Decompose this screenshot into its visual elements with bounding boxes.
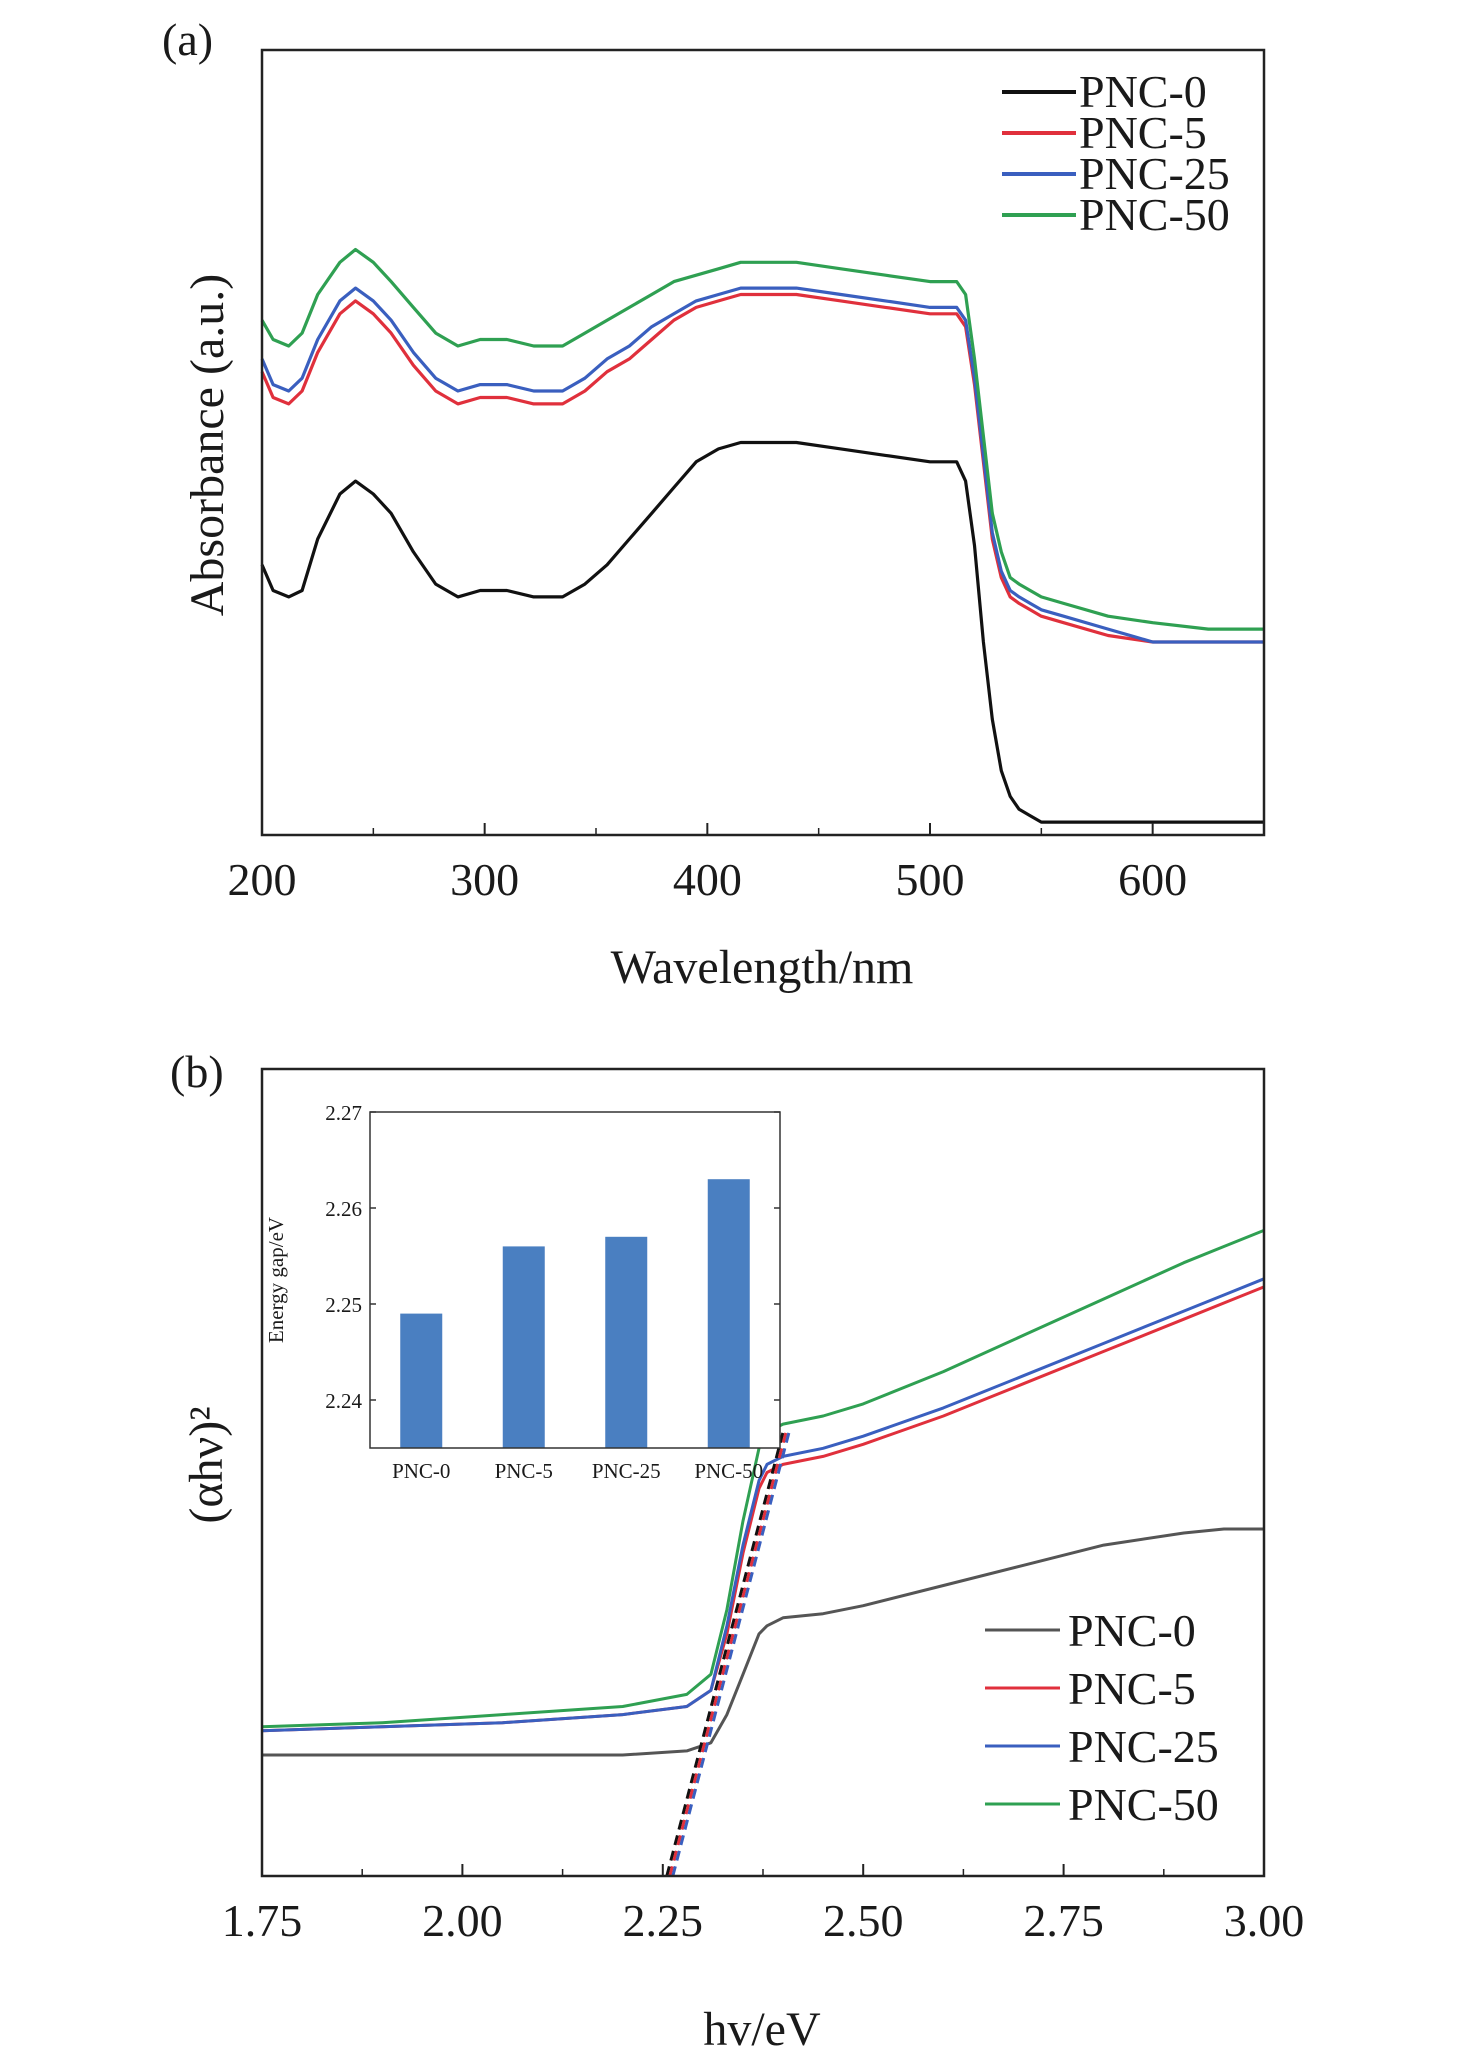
inset-y-tick-label: 2.24	[325, 1389, 362, 1413]
panel-a-series-line-pnc-0	[260, 440, 1264, 824]
panel-b-legend-label: PNC-25	[1068, 1721, 1219, 1772]
panel-a-label: (a)	[162, 14, 213, 65]
inset-x-tick-label: PNC-25	[592, 1459, 661, 1483]
panel-a-x-axis-title: Wavelength/nm	[611, 941, 914, 994]
panel-b-x-tick-label: 2.75	[1023, 1895, 1104, 1946]
panel-b-fit-line	[668, 1431, 788, 1877]
panel-b-label: (b)	[170, 1046, 224, 1097]
panel-b-x-axis-title: hv/eV	[703, 2003, 821, 2056]
panel-b-fit-line	[671, 1431, 791, 1877]
inset-y-tick-label: 2.27	[325, 1101, 362, 1125]
panel-b-x-tick-label: 2.00	[422, 1895, 503, 1946]
panel-a-chart: (a) 200 300 400 500 600 Wavelength/nm Absorb…	[162, 14, 1266, 994]
panel-b-legend-label: PNC-50	[1068, 1779, 1219, 1830]
inset-x-tick-label: PNC-50	[694, 1459, 763, 1483]
inset-y-ticks: 2.24 2.25 2.26 2.27	[325, 1101, 780, 1413]
panel-a-series-line-pnc-5	[260, 292, 1264, 644]
inset-bar-pnc-25	[605, 1236, 648, 1448]
panel-a-plot-area	[260, 247, 1264, 824]
panel-a-x-tick-label: 600	[1118, 854, 1187, 905]
panel-a-legend-label: PNC-25	[1079, 148, 1230, 199]
inset-bar-pnc-50	[707, 1179, 750, 1448]
panel-b-chart: (b) 1.75 2.00 2.25 2.50 2.75 3.00 hv/eV (αhν)…	[170, 1046, 1304, 2056]
panel-a-frame	[260, 48, 1266, 837]
panel-a-series-line-pnc-25	[260, 286, 1264, 644]
panel-b-x-tick-label: 3.00	[1224, 1895, 1305, 1946]
inset-bar-chart: 2.242.252.262.27 PNC-0 PNC-5 PNC-25 PNC-50 …	[264, 1101, 781, 1483]
panel-a-legend-label: PNC-0	[1079, 66, 1207, 117]
inset-y-tick-label: 2.26	[325, 1197, 362, 1221]
panel-b-legend-label: PNC-0	[1068, 1605, 1196, 1656]
inset-x-ticks: PNC-0 PNC-5 PNC-25 PNC-50	[392, 1459, 763, 1483]
inset-bars	[400, 1179, 750, 1448]
panel-a-x-tick-label: 500	[896, 854, 965, 905]
panel-b-x-tick-label: 2.25	[623, 1895, 704, 1946]
panel-b-series-line-pnc-0	[262, 1527, 1264, 1757]
panel-b-legend: PNC-0 PNC-5 PNC-25 PNC-50	[985, 1605, 1219, 1830]
panel-b-x-tick-label: 1.75	[222, 1895, 303, 1946]
panel-b-x-tick-label: 2.50	[823, 1895, 904, 1946]
inset-x-tick-label: PNC-0	[392, 1459, 450, 1483]
panel-a-x-tick-label: 200	[228, 854, 297, 905]
inset-frame	[369, 1111, 781, 1449]
panel-b-x-ticks: 1.75 2.00 2.25 2.50 2.75 3.00	[222, 1864, 1305, 1946]
panel-a-y-axis-title: Absorbance (a.u.)	[181, 274, 234, 617]
panel-a-x-ticks: 200 300 400 500 600	[228, 823, 1187, 905]
panel-b-fit-line	[665, 1431, 785, 1877]
inset-bar-pnc-5	[502, 1246, 545, 1448]
inset-y-tick-label: 2.25	[325, 1293, 362, 1317]
panel-a-x-tick-label: 400	[673, 854, 742, 905]
inset-x-tick-label: PNC-5	[495, 1459, 553, 1483]
panel-a-legend-label: PNC-50	[1079, 189, 1230, 240]
panel-a-series-line-pnc-50	[260, 247, 1264, 631]
panel-a-legend-label: PNC-5	[1079, 107, 1207, 158]
panel-b-y-axis-title: (αhν)²	[180, 1406, 233, 1523]
inset-y-axis-title: Energy gap/eV	[264, 1217, 288, 1343]
panel-b-legend-label: PNC-5	[1068, 1663, 1196, 1714]
panel-b-series-line-pnc-25	[261, 1277, 1265, 1733]
panel-a-x-tick-label: 300	[450, 854, 519, 905]
inset-bar-pnc-0	[400, 1313, 443, 1448]
